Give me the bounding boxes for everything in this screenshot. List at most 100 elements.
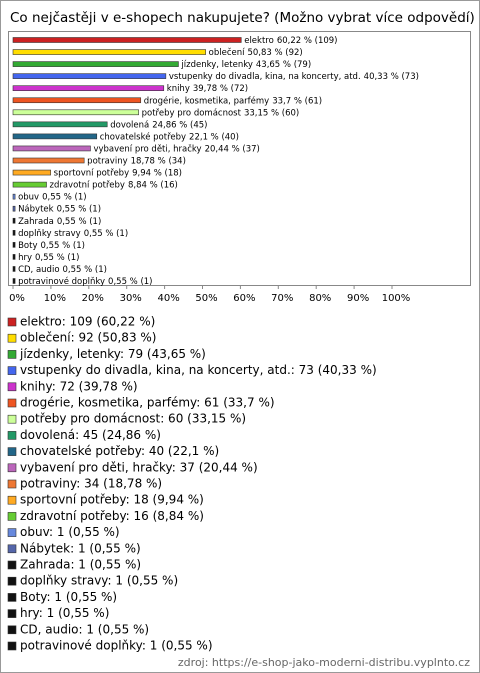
x-tick-label: 90%	[347, 293, 369, 304]
bar-value-label: 0,55 % (1)	[35, 252, 79, 262]
bar	[12, 205, 16, 212]
legend-swatch	[7, 463, 17, 473]
bar	[12, 193, 16, 200]
bar-value-label: 43,65 % (79)	[256, 60, 311, 70]
x-tick-label: 20%	[82, 293, 104, 304]
legend-label: jízdenky, letenky: 79 (43,65 %)	[19, 347, 206, 361]
legend-label: Nábytek: 1 (0,55 %)	[20, 541, 141, 555]
bar-label: Boty 0,55 % (1)	[18, 240, 85, 250]
bar-value-label: 50,83 % (92)	[247, 48, 302, 58]
legend-label: CD, audio: 1 (0,55 %)	[20, 622, 149, 636]
bar	[12, 169, 51, 176]
legend-label: Zahrada: 1 (0,55 %)	[20, 558, 141, 572]
legend-swatch	[7, 414, 17, 424]
legend-label: chovatelské potřeby: 40 (22,1 %)	[20, 444, 219, 458]
bar-category: Boty	[18, 240, 37, 250]
bar	[12, 61, 179, 67]
x-tick-label: 100%	[382, 293, 411, 304]
bar-label: CD, audio 0,55 % (1)	[18, 264, 107, 274]
bar-label: potravinové doplňky 0,55 % (1)	[18, 276, 152, 287]
legend-label: doplňky stravy: 1 (0,55 %)	[20, 574, 178, 588]
bar-label: Zahrada 0,55 % (1)	[18, 216, 101, 226]
bar	[12, 133, 98, 140]
bar-category: potraviny	[87, 156, 127, 166]
x-tick-label: 60%	[233, 293, 255, 304]
bar	[12, 121, 108, 128]
legend-swatch	[7, 333, 17, 343]
x-tick-label: 40%	[157, 293, 179, 304]
bar-category: dovolená	[110, 120, 149, 130]
bar-value-label: 8,84 % (16)	[128, 180, 178, 190]
bar-value-label: 0,55 % (1)	[108, 277, 152, 287]
bar-label: knihy 39,78 % (72)	[167, 84, 248, 94]
bar-category: sportovní potřeby	[54, 168, 129, 178]
bar-label: sportovní potřeby 9,94 % (18)	[54, 168, 182, 178]
bar-category: oblečení	[209, 47, 245, 58]
legend-label: elektro: 109 (60,22 %)	[20, 315, 155, 329]
bar	[12, 157, 85, 164]
legend-swatch	[7, 431, 17, 440]
legend-label: sportovní potřeby: 18 (9,94 %)	[20, 493, 204, 507]
bar	[12, 49, 206, 55]
legend-swatch	[7, 366, 17, 375]
legend-label: vybavení pro děti, hračky: 37 (20,44 %)	[20, 460, 258, 474]
bar-category: obuv	[18, 192, 39, 202]
legend-swatch	[7, 609, 17, 618]
bar-category: jízdenky, letenky	[180, 60, 252, 70]
bar-value-label: 0,55 % (1)	[84, 228, 128, 238]
legend-swatch	[7, 479, 17, 489]
bar-value-label: 20,44 % (37)	[205, 144, 260, 154]
bar-label: potraviny 18,78 % (34)	[87, 156, 186, 166]
bar-category: vybavení pro děti, hračky	[93, 143, 201, 154]
legend-swatch	[7, 625, 17, 635]
bar	[12, 266, 16, 272]
legend-label: Boty: 1 (0,55 %)	[20, 590, 117, 604]
legend-label: knihy: 72 (39,78 %)	[20, 379, 138, 393]
x-tick-label: 30%	[120, 293, 142, 304]
legend-swatch	[7, 593, 17, 602]
legend-label: potřeby pro domácnost: 60 (33,15 %)	[20, 412, 246, 426]
bar-value-label: 33,15 % (60)	[244, 108, 299, 118]
bar-category: hry	[18, 252, 32, 262]
bar-category: doplňky stravy	[18, 227, 81, 238]
bar-category: elektro	[244, 36, 274, 46]
legend-label: hry: 1 (0,55 %)	[20, 606, 109, 620]
bar-label: zdravotní potřeby 8,84 % (16)	[50, 180, 178, 190]
legend-label: potraviny: 34 (18,78 %)	[20, 477, 162, 491]
bar	[12, 278, 16, 284]
bar-value-label: 0,55 % (1)	[57, 216, 101, 226]
bar-label: drogérie, kosmetika, parfémy 33,7 % (61)	[144, 95, 322, 106]
bar-category: zdravotní potřeby	[50, 180, 125, 190]
bar-label: Nábytek 0,55 % (1)	[18, 204, 101, 214]
bar-category: chovatelské potřeby	[100, 131, 186, 142]
bar-label: doplňky stravy 0,55 % (1)	[18, 227, 128, 238]
legend-swatch	[7, 317, 17, 327]
bar-label: jízdenky, letenky 43,65 % (79)	[180, 60, 311, 70]
bar	[12, 73, 167, 79]
legend-swatch	[7, 560, 17, 570]
legend-swatch	[7, 382, 17, 392]
bar	[12, 145, 91, 152]
legend-swatch	[7, 350, 17, 359]
x-tick-label: 70%	[271, 293, 293, 304]
legend-swatch	[7, 495, 17, 505]
bar-label: vstupenky do divadla, kina, na koncerty,…	[169, 72, 419, 82]
source: zdroj: https://e-shop-jako-moderni-distr…	[178, 656, 470, 669]
x-tick-label: 10%	[44, 293, 66, 304]
legend-label: potravinové doplňky: 1 (0,55 %)	[20, 639, 213, 653]
legend-swatch	[7, 528, 17, 537]
bar-value-label: 0,55 % (1)	[42, 192, 86, 202]
bar	[12, 97, 142, 104]
bar-value-label: 22,1 % (40)	[189, 132, 239, 142]
legend-label: drogérie, kosmetika, parfémy: 61 (33,7 %…	[20, 396, 275, 410]
bar-value-label: 39,78 % (72)	[193, 84, 248, 94]
bar-label: elektro 60,22 % (109)	[244, 36, 337, 46]
legend-label: vstupenky do divadla, kina, na koncerty,…	[20, 363, 377, 377]
bar-category: vstupenky do divadla, kina, na koncerty,…	[169, 72, 361, 82]
legend-swatch	[7, 398, 17, 408]
bar-value-label: 18,78 % (34)	[131, 156, 186, 166]
bar-category: potřeby pro domácnost	[142, 108, 242, 118]
bar-category: CD, audio	[18, 264, 59, 274]
